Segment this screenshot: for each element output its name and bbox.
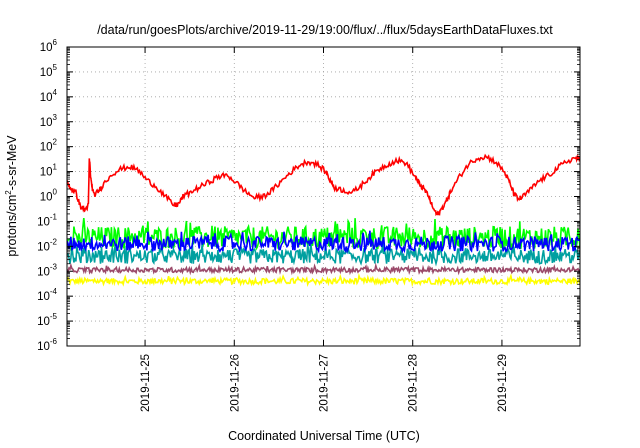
series-line xyxy=(67,230,580,255)
chart-title: /data/run/goesPlots/archive/2019-11-29/1… xyxy=(97,23,553,37)
y-tick-label: 100 xyxy=(40,188,58,204)
grid xyxy=(67,47,580,346)
y-tick-label: 102 xyxy=(40,138,58,154)
y-tick-label: 10-5 xyxy=(37,312,57,328)
y-tick-label: 103 xyxy=(40,113,58,129)
x-tick-label: 2019-11-27 xyxy=(319,354,331,412)
y-tick-label: 10-2 xyxy=(37,237,57,253)
y-tick-label: 10-6 xyxy=(37,337,57,353)
y-tick-label: 106 xyxy=(40,38,58,54)
y-tick-label: 105 xyxy=(40,63,58,79)
x-tick-label: 2019-11-25 xyxy=(140,354,152,412)
x-axis-ticks: 2019-11-25 2019-11-26 2019-11-27 2019-11-28… xyxy=(140,47,509,412)
y-tick-label: 10-3 xyxy=(37,262,57,278)
series-layer xyxy=(67,153,580,288)
y-tick-label: 101 xyxy=(40,163,58,179)
x-axis-label: Coordinated Universal Time (UTC) xyxy=(228,429,420,443)
series-line-red xyxy=(67,153,580,217)
series-line xyxy=(67,272,580,288)
y-axis-label: protons/cm2-s-sr-MeV xyxy=(4,135,19,257)
y-tick-label: 104 xyxy=(40,88,58,104)
series-line xyxy=(67,262,580,276)
series-line xyxy=(67,218,580,252)
x-tick-label: 2019-11-28 xyxy=(408,354,420,412)
x-tick-label: 2019-11-29 xyxy=(497,354,509,412)
y-axis-ticks: 10-6 10-5 10-4 10-3 10-2 10-1 100 101 102 103 104 1… xyxy=(37,38,580,353)
x-tick-label: 2019-11-26 xyxy=(229,354,241,412)
y-tick-label: 10-4 xyxy=(37,287,57,303)
series-line xyxy=(67,243,580,267)
y-tick-label: 10-1 xyxy=(37,212,57,228)
